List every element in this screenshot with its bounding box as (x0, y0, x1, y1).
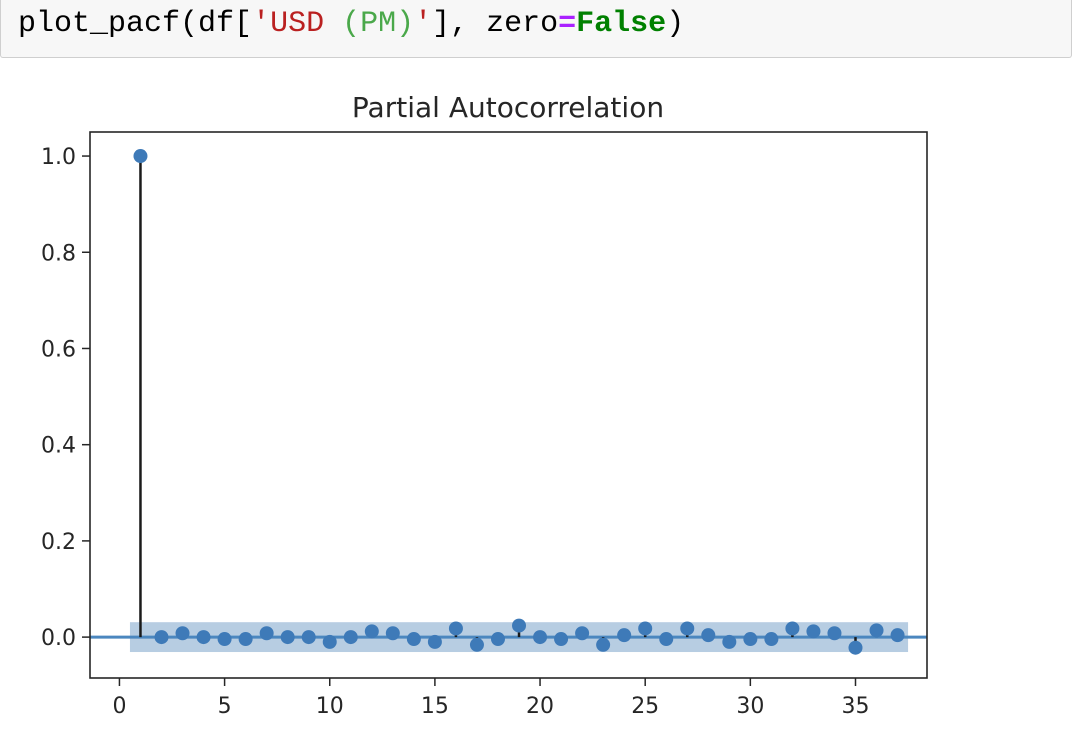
x-tick-label: 15 (421, 694, 449, 719)
marker-lag-31 (764, 632, 779, 647)
code-func-name: plot_pacf (18, 7, 181, 41)
output-area: Partial Autocorrelation 0 5 10 15 20 25 30 35 0.… (0, 58, 1074, 736)
chart-title: Partial Autocorrelation (352, 91, 664, 124)
marker-lag-5 (217, 632, 232, 647)
code-df-index: df[ (198, 7, 253, 41)
marker-lag-32 (785, 621, 800, 636)
pacf-chart: Partial Autocorrelation 0 5 10 15 20 25 30 35 0.… (41, 91, 928, 719)
marker-lag-19 (512, 618, 527, 633)
y-tick-label: 0.4 (41, 434, 76, 459)
code-cell[interactable]: plot_pacf(df['USD (PM)'], zero=False) (0, 0, 1072, 58)
y-tick-label: 1.0 (41, 145, 76, 170)
x-tick-label: 0 (112, 694, 126, 719)
code-after-string: ], (432, 7, 487, 41)
code-string-usd: USD (270, 7, 343, 41)
marker-lag-13 (385, 626, 400, 641)
marker-lag-10 (322, 634, 337, 649)
x-tick-label: 25 (631, 694, 659, 719)
marker-lag-30 (743, 632, 758, 647)
marker-lag-3 (175, 626, 190, 641)
plot-frame (89, 131, 928, 679)
marker-lag-12 (364, 624, 379, 639)
marker-lag-35 (848, 640, 863, 655)
code-paren-open: ( (180, 7, 199, 41)
marker-lag-6 (238, 632, 253, 647)
code-arg-value: False (576, 7, 667, 41)
marker-lag-7 (259, 626, 274, 641)
x-tick-label: 30 (736, 694, 764, 719)
marker-lag-34 (827, 626, 842, 641)
x-tick-label: 10 (316, 694, 344, 719)
marker-lag-4 (196, 630, 211, 645)
marker-lag-2 (154, 630, 169, 645)
marker-lag-8 (280, 630, 295, 645)
x-tick-label: 35 (841, 694, 869, 719)
x-tick-label: 5 (218, 694, 232, 719)
y-tick-label: 0.0 (41, 626, 76, 651)
marker-lag-14 (406, 632, 421, 647)
marker-lag-26 (659, 632, 674, 647)
marker-lag-21 (554, 632, 569, 647)
code-string-pm: (PM) (342, 7, 415, 41)
marker-lag-27 (680, 621, 695, 636)
marker-lag-24 (617, 628, 632, 643)
marker-lag-37 (890, 628, 905, 643)
code-paren-close: ) (666, 7, 685, 41)
marker-lag-18 (490, 632, 505, 647)
marker-lag-16 (448, 621, 463, 636)
y-tick-label: 0.6 (41, 337, 76, 362)
code-equals: = (558, 7, 577, 41)
marker-lag-29 (722, 634, 737, 649)
marker-lag-9 (301, 630, 316, 645)
marker-lag-11 (343, 630, 358, 645)
x-tick-label: 20 (526, 694, 554, 719)
marker-lag-15 (427, 634, 442, 649)
code-line[interactable]: plot_pacf(df['USD (PM)'], zero=False) (18, 4, 684, 44)
marker-lag-28 (701, 628, 716, 643)
marker-lag-22 (575, 626, 590, 641)
marker-lag-17 (469, 637, 484, 652)
y-tick-label: 0.8 (41, 241, 76, 266)
marker-lag-33 (806, 624, 821, 639)
code-arg-name: zero (486, 7, 559, 41)
code-quote-close: ' (414, 7, 433, 41)
y-tick-label: 0.2 (41, 530, 76, 555)
code-quote-open: ' (252, 7, 271, 41)
marker-lag-23 (596, 637, 611, 652)
marker-lag-25 (638, 621, 653, 636)
marker-lag-20 (533, 630, 548, 645)
marker-lag-1 (133, 149, 148, 164)
marker-lag-36 (869, 623, 884, 638)
